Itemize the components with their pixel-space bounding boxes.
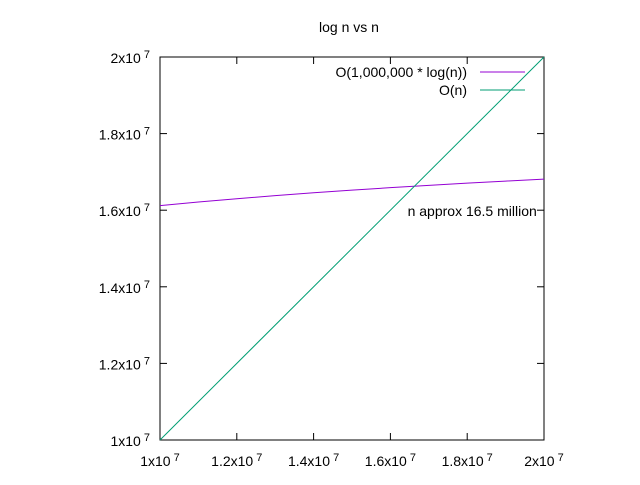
legend-label-1: O(n) <box>439 82 467 98</box>
y-tick-label: 1.4x10 7 <box>99 279 150 296</box>
chart-title: log n vs n <box>319 19 379 35</box>
x-tick-label: 1.6x10 7 <box>365 452 416 469</box>
x-tick-label: 1x10 7 <box>140 452 180 469</box>
x-tick-label: 1.2x10 7 <box>211 452 262 469</box>
series-line-1 <box>159 56 545 441</box>
y-tick-label: 1.2x10 7 <box>99 355 150 372</box>
x-tick-label: 1.4x10 7 <box>288 452 339 469</box>
x-tick-label: 2x10 7 <box>524 452 564 469</box>
x-tick-label: 1.8x10 7 <box>442 452 493 469</box>
y-tick-label: 2x10 7 <box>110 49 150 66</box>
legend-label-0: O(1,000,000 * log(n)) <box>335 64 467 80</box>
plot-border <box>159 56 545 441</box>
annotation: n approx 16.5 million <box>408 203 537 219</box>
y-tick-label: 1.6x10 7 <box>99 202 150 219</box>
y-tick-label: 1.8x10 7 <box>99 126 150 143</box>
y-tick-label: 1x10 7 <box>110 432 150 449</box>
series-line-0 <box>159 178 545 207</box>
